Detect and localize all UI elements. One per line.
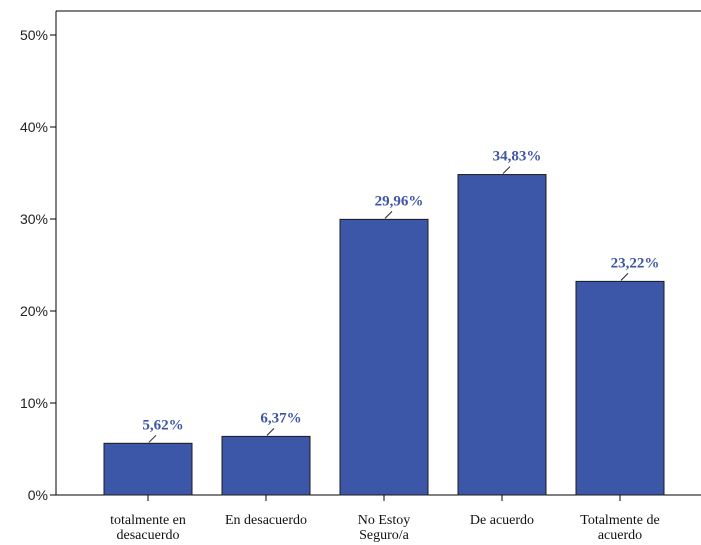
bar [221,435,311,496]
x-tick-label: totalmente en [110,513,186,528]
y-tick-label: 10% [20,395,48,411]
x-tick-label: Seguro/a [359,528,410,543]
y-tick-label: 40% [20,119,48,135]
data-label-leader [148,434,157,443]
x-tick-label: Totalmente de [580,513,660,528]
bar [457,174,547,496]
data-label: 6,37% [260,410,301,426]
x-tick-label: No Estoy [358,513,411,528]
data-label-leader [384,211,393,219]
data-label-leader [502,166,511,174]
data-label: 34,83% [493,149,542,165]
data-label-leader [620,273,629,281]
x-tick-label: De acuerdo [470,513,534,528]
y-tick-label: 50% [20,27,48,43]
y-tick-label: 20% [20,303,48,319]
x-tick-label: En desacuerdo [225,513,307,528]
data-label: 5,62% [142,417,183,433]
y-tick-label: 0% [28,487,48,503]
data-label: 23,22% [611,255,660,271]
data-label-leader [266,428,275,436]
data-label: 29,96% [375,193,424,209]
bar [103,442,193,496]
x-tick-label: acuerdo [598,528,642,543]
bar [339,218,429,496]
bar [575,280,665,496]
x-tick-label: desacuerdo [117,528,180,543]
y-tick-label: 30% [20,211,48,227]
